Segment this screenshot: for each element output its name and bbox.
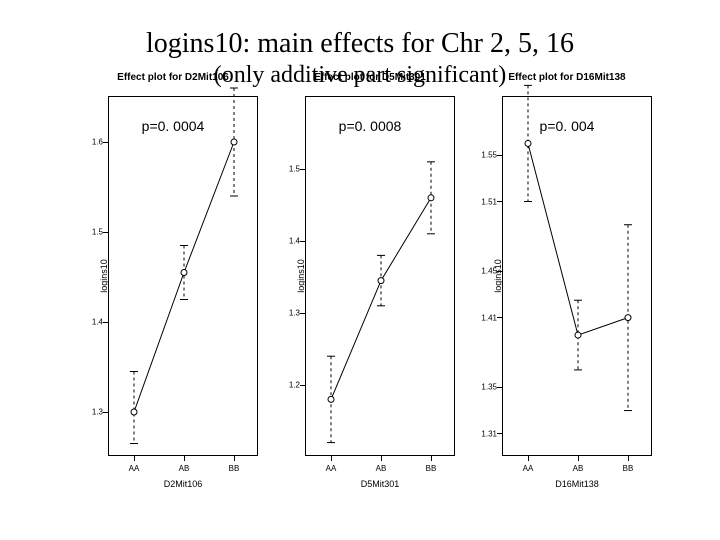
- panel-chr2: Effect plot for D2Mit106 p=0. 0004 login…: [80, 72, 266, 502]
- ytick: [103, 142, 109, 143]
- ytick-label: 1.45: [481, 267, 497, 276]
- plot-box-chr16: logins10 D16Mit138 1.311.351.411.451.511…: [502, 96, 652, 456]
- xtick-label: AB: [179, 464, 190, 473]
- ytick-label: 1.3: [284, 309, 300, 318]
- xtick: [134, 455, 135, 461]
- ytick-label: 1.5: [87, 228, 103, 237]
- xtick: [331, 455, 332, 461]
- xlabel-chr16: D16Mit138: [503, 479, 651, 489]
- ytick: [497, 433, 503, 434]
- ytick: [300, 241, 306, 242]
- panel-title-chr2: Effect plot for D2Mit106: [80, 72, 266, 83]
- xtick: [628, 455, 629, 461]
- xtick-label: BB: [426, 464, 437, 473]
- xtick: [381, 455, 382, 461]
- plot-box-chr5: logins10 D5Mit301 1.21.31.41.5AAABBB: [305, 96, 455, 456]
- ytick: [103, 322, 109, 323]
- ytick: [103, 412, 109, 413]
- panel-chr16: Effect plot for D16Mit138 p=0. 004 login…: [474, 72, 660, 502]
- ytick-label: 1.6: [87, 138, 103, 147]
- xtick: [528, 455, 529, 461]
- ytick: [497, 201, 503, 202]
- ytick: [497, 387, 503, 388]
- xlabel-chr5: D5Mit301: [306, 479, 454, 489]
- xtick: [184, 455, 185, 461]
- ytick: [497, 317, 503, 318]
- chart-svg-chr16: [503, 97, 653, 457]
- ytick-label: 1.4: [284, 237, 300, 246]
- xlabel-chr2: D2Mit106: [109, 479, 257, 489]
- xtick-label: AA: [523, 464, 534, 473]
- ytick-label: 1.4: [87, 318, 103, 327]
- panel-chr5: Effect plot for D5Mit301 p=0. 0008 login…: [277, 72, 463, 502]
- xtick-label: BB: [623, 464, 634, 473]
- xtick-label: AB: [376, 464, 387, 473]
- xtick-label: AA: [326, 464, 337, 473]
- ylabel-chr5: logins10: [296, 259, 306, 293]
- ytick: [300, 385, 306, 386]
- ytick: [103, 232, 109, 233]
- ylabel-chr2: logins10: [99, 259, 109, 293]
- ytick: [497, 155, 503, 156]
- ytick: [497, 271, 503, 272]
- ytick-label: 1.35: [481, 383, 497, 392]
- ylabel-chr16: logins10: [493, 259, 503, 293]
- plot-box-chr2: logins10 D2Mit106 1.31.41.51.6AAABBB: [108, 96, 258, 456]
- xtick: [234, 455, 235, 461]
- ytick-label: 1.41: [481, 313, 497, 322]
- panel-title-chr5: Effect plot for D5Mit301: [277, 72, 463, 83]
- ytick: [300, 169, 306, 170]
- xtick: [578, 455, 579, 461]
- ytick: [300, 313, 306, 314]
- ytick-label: 1.2: [284, 381, 300, 390]
- panels-row: Effect plot for D2Mit106 p=0. 0004 login…: [80, 72, 660, 502]
- panel-title-chr16: Effect plot for D16Mit138: [474, 72, 660, 83]
- chart-svg-chr2: [109, 97, 259, 457]
- xtick: [431, 455, 432, 461]
- ytick-label: 1.5: [284, 165, 300, 174]
- ytick-label: 1.31: [481, 429, 497, 438]
- xtick-label: AA: [129, 464, 140, 473]
- ytick-label: 1.3: [87, 408, 103, 417]
- ytick-label: 1.51: [481, 197, 497, 206]
- slide-title: logins10: main effects for Chr 2, 5, 16: [0, 28, 720, 60]
- xtick-label: BB: [229, 464, 240, 473]
- chart-svg-chr5: [306, 97, 456, 457]
- xtick-label: AB: [573, 464, 584, 473]
- ytick-label: 1.55: [481, 151, 497, 160]
